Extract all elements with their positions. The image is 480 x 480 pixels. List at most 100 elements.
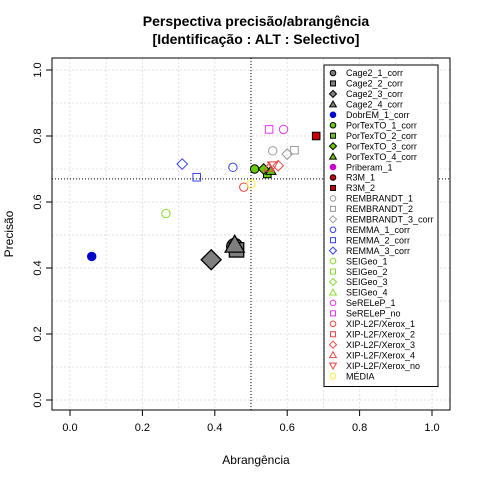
- legend-marker: [329, 205, 337, 212]
- legend-marker: [329, 299, 337, 307]
- axis-ticks: 0.0 0.2 0.4 0.6 0.8 1.0 0.0 0.2 0.4 0.6 0.8 1.0: [32, 62, 440, 434]
- legend-marker: [329, 80, 337, 87]
- legend-entry: XIP-L2F/Xerox_4: [346, 350, 415, 360]
- reference-lines: [52, 58, 450, 410]
- legend-entry: SEIGeo_2: [346, 267, 388, 277]
- legend-entry: REMBRANDT_3_corr: [346, 215, 434, 225]
- data-point-cage2-4-corr: [223, 233, 246, 253]
- x-tick-label: 0.0: [62, 422, 77, 434]
- y-tick-label: 1.0: [32, 62, 44, 77]
- x-tick-label: 0.2: [135, 422, 150, 434]
- legend-entry: MÉDIA: [346, 371, 375, 381]
- legend-entry: SeRELeP_1: [346, 298, 396, 308]
- legend-entry: XIP-L2F/Xerox_2: [346, 329, 415, 339]
- legend-entry: PorTexTO_1_corr: [346, 120, 417, 130]
- legend-marker: [328, 89, 338, 99]
- legend-entry: Priberam_1: [346, 162, 393, 172]
- y-tick-label: 0.0: [32, 392, 44, 407]
- legend-marker: [328, 141, 338, 151]
- legend-marker: [328, 362, 338, 370]
- data-point-xip-l2f-xerox-3: [272, 159, 285, 172]
- legend-entry: SEIGeo_3: [346, 277, 388, 287]
- y-axis-label: Precisão: [2, 210, 16, 257]
- legend-entry: PorTexTO_3_corr: [346, 141, 417, 151]
- legend-marker: [329, 372, 337, 380]
- legend-marker: [328, 152, 338, 160]
- legend-marker: [329, 195, 337, 202]
- legend-entry: R3M_2: [346, 183, 375, 193]
- y-tick-label: 0.2: [32, 326, 44, 341]
- legend-marker: [329, 111, 337, 119]
- data-point-remma-3-corr: [176, 158, 189, 171]
- legend-marker: [328, 340, 338, 349]
- legend-entry: PorTexTO_2_corr: [346, 131, 417, 141]
- data-points: [87, 124, 321, 271]
- legend-marker: [329, 257, 337, 265]
- legend-entry: REMMA_2_corr: [346, 235, 410, 245]
- legend-entry: XIP-L2F/Xerox_no: [346, 361, 420, 371]
- y-tick-label: 0.6: [32, 194, 44, 209]
- legend-entry: Cage2_3_corr: [346, 89, 403, 99]
- legend-marker: [329, 310, 337, 317]
- legend-marker: [329, 132, 337, 139]
- legend-entry: REMBRANDT_2: [346, 204, 413, 214]
- legend-entry: REMBRANDT_1: [346, 194, 413, 204]
- legend-entry: Cage2_4_corr: [346, 100, 403, 110]
- data-point-rembrandt-1: [268, 146, 278, 156]
- legend-marker: [328, 246, 338, 255]
- legend-entry: Cage2_2_corr: [346, 79, 403, 89]
- legend-marker: [328, 288, 338, 296]
- legend: Cage2_1_corrCage2_2_corrCage2_3_corrCage…: [323, 64, 439, 387]
- data-point-m-dia: [246, 179, 256, 189]
- data-point-xip-l2f-xerox-4: [263, 161, 276, 172]
- data-point-cage2-3-corr: [200, 248, 223, 271]
- legend-marker: [329, 121, 337, 129]
- legend-entry: SEIGeo_1: [346, 256, 388, 266]
- legend-box: [323, 64, 439, 387]
- data-point-r3m-2: [311, 131, 321, 141]
- x-axis-label: Abrangência: [222, 453, 290, 467]
- data-point-serelep-1: [278, 124, 289, 135]
- data-point-portexto-1-corr: [249, 164, 260, 174]
- y-tick-label: 0.8: [32, 128, 44, 143]
- data-point-rembrandt-2: [290, 145, 299, 155]
- legend-entry: XIP-L2F/Xerox_1: [346, 319, 415, 329]
- legend-entry: SeRELeP_no: [346, 309, 401, 319]
- data-point-remma-1-corr: [228, 162, 238, 173]
- x-tick-label: 0.6: [280, 422, 295, 434]
- legend-marker: [329, 320, 337, 328]
- legend-marker: [328, 99, 338, 108]
- data-point-xip-l2f-xerox-no: [266, 161, 279, 172]
- chart-subtitle: [Identificação : ALT : Selectivo]: [153, 31, 360, 47]
- legend-entry: PorTexTO_4_corr: [346, 152, 417, 162]
- data-point-serelep-no: [264, 125, 274, 134]
- legend-marker: [329, 184, 337, 191]
- legend-entry: DobrEM_1_corr: [346, 110, 410, 120]
- plot-frame: [51, 57, 451, 411]
- legend-entry: Cage2_1_corr: [346, 68, 403, 78]
- legend-marker: [329, 226, 337, 234]
- legend-marker: [328, 350, 338, 359]
- data-point-remma-2-corr: [192, 172, 201, 182]
- legend-marker: [329, 331, 337, 338]
- legend-entry: REMMA_1_corr: [346, 225, 410, 235]
- data-point-seigeo-1: [161, 208, 171, 219]
- legend-marker: [328, 277, 338, 287]
- legend-marker: [329, 268, 337, 275]
- y-tick-label: 0.4: [32, 260, 44, 275]
- data-point-dobrem-1-corr: [87, 251, 97, 262]
- legend-marker: [329, 163, 337, 171]
- chart-title: Perspectiva precisão/abrangência: [143, 13, 370, 29]
- legend-marker: [329, 69, 337, 77]
- legend-entry: XIP-L2F/Xerox_3: [346, 340, 415, 350]
- legend-marker: [329, 174, 337, 181]
- x-tick-label: 0.8: [352, 422, 367, 434]
- x-tick-label: 1.0: [424, 422, 439, 434]
- legend-marker: [328, 215, 338, 224]
- x-tick-label: 0.4: [207, 422, 222, 434]
- legend-entry: SEIGeo_4: [346, 288, 388, 298]
- legend-entry: R3M_1: [346, 173, 375, 183]
- legend-marker: [329, 237, 337, 244]
- legend-entry: REMMA_3_corr: [346, 246, 410, 256]
